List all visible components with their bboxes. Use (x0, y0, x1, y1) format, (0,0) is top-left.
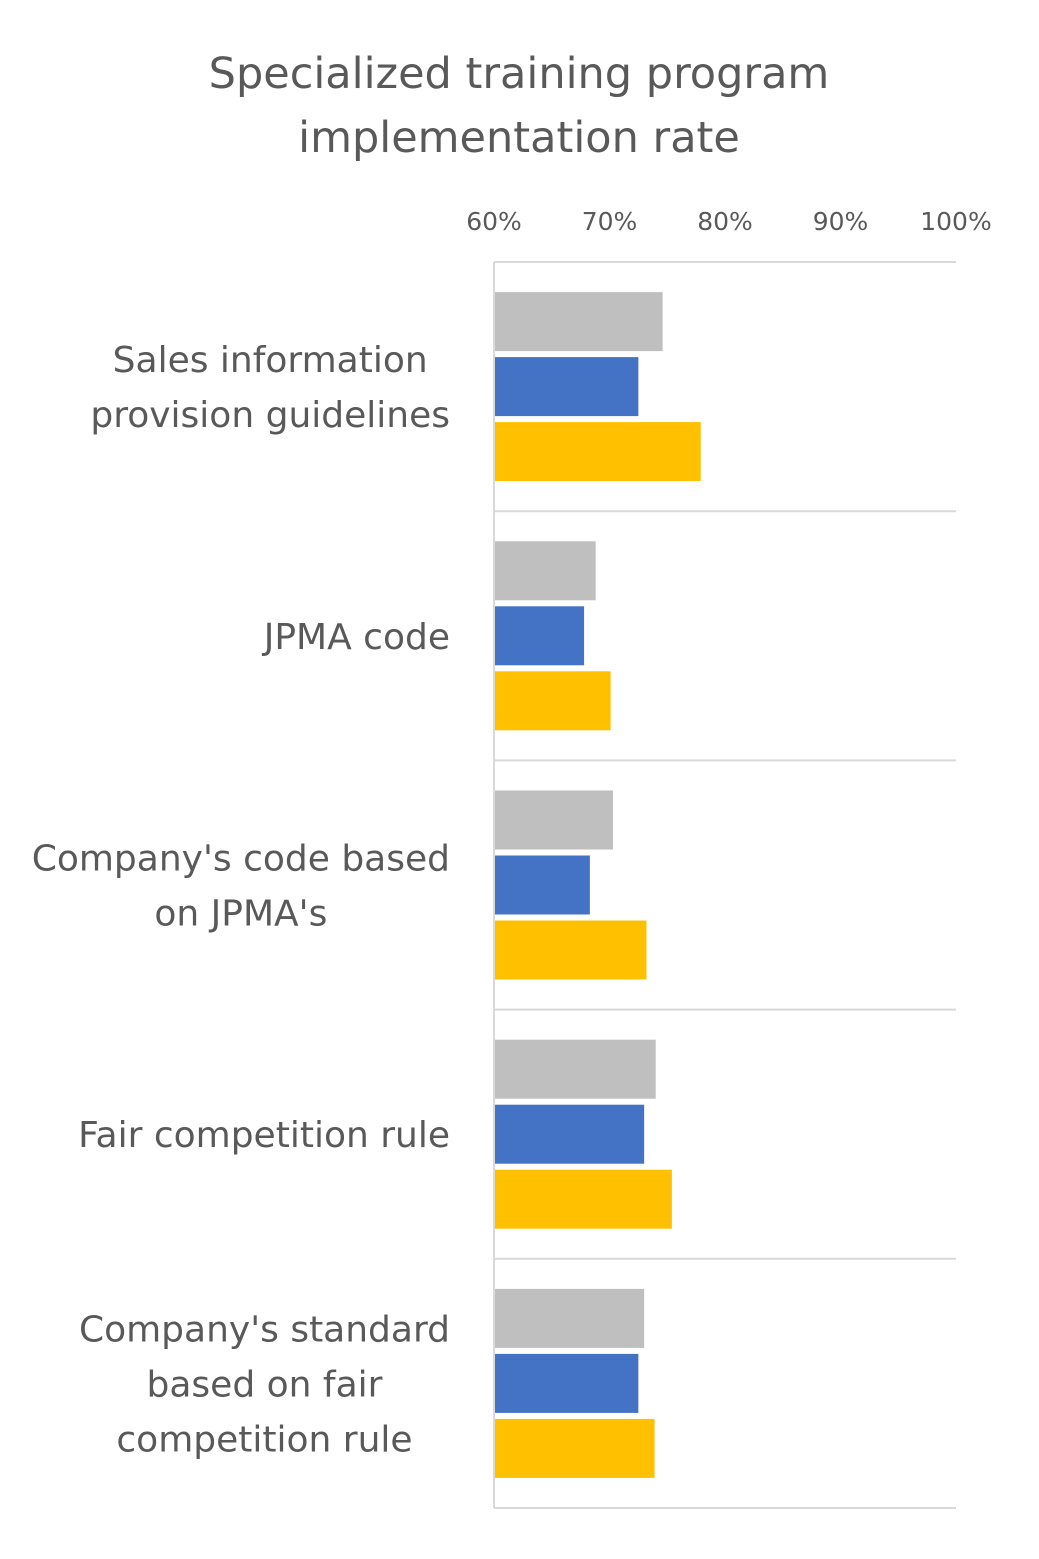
category-label-company-code-based-on-jpma: Company's code based on JPMA's (32, 839, 450, 935)
x-tick-label: 100% (920, 207, 991, 236)
x-tick-label: 80% (697, 207, 753, 236)
bar-series-gray-company-code-based-on-jpma (495, 790, 613, 850)
x-axis-tick-labels: 60% 70% 80% 90% 100% (466, 207, 992, 236)
bars (495, 292, 701, 1478)
category-label-line: provision guidelines (90, 395, 450, 436)
x-tick-label: 90% (813, 207, 869, 236)
category-label-sales-information-provision-guidelines: Sales information provision guidelines (90, 340, 450, 436)
category-label-line: Company's standard (79, 1309, 450, 1350)
bar-series-gray-fair-competition-rule (495, 1039, 656, 1099)
bar-series-yellow-company-code-based-on-jpma (495, 920, 647, 980)
x-tick-label: 60% (466, 207, 522, 236)
bar-series-yellow-fair-competition-rule (495, 1169, 672, 1229)
bar-series-gray-jpma-code (495, 541, 596, 601)
bar-series-blue-company-standard-based-on-fair-competition-rule (495, 1353, 639, 1413)
bar-series-yellow-sales-information-provision-guidelines (495, 422, 701, 482)
category-label-line: on JPMA's (154, 894, 327, 935)
chart-title: Specialized training program implementati… (209, 49, 830, 163)
bar-series-gray-sales-information-provision-guidelines (495, 292, 663, 352)
category-labels: Sales information provision guidelines JPM… (32, 340, 450, 1460)
category-label-line: based on fair (147, 1364, 383, 1405)
bar-series-blue-company-code-based-on-jpma (495, 855, 590, 915)
bar-series-gray-company-standard-based-on-fair-competition-rule (495, 1288, 645, 1348)
category-label-line: Company's code based (32, 839, 450, 880)
chart-title-line: implementation rate (298, 113, 740, 163)
category-label-line: Fair competition rule (78, 1115, 450, 1156)
bar-series-blue-sales-information-provision-guidelines (495, 357, 639, 417)
category-label-company-standard-based-on-fair-competition-rule: Company's standard based on fair competiti… (79, 1309, 450, 1460)
chart-title-line: Specialized training program (209, 49, 830, 99)
x-tick-label: 70% (582, 207, 638, 236)
bar-series-blue-jpma-code (495, 606, 585, 666)
category-label-fair-competition-rule: Fair competition rule (78, 1115, 450, 1156)
category-label-line: JPMA code (262, 617, 450, 658)
bar-series-yellow-jpma-code (495, 671, 611, 731)
category-label-line: competition rule (116, 1419, 412, 1460)
bar-series-yellow-company-standard-based-on-fair-competition-rule (495, 1418, 655, 1478)
category-label-jpma-code: JPMA code (262, 617, 450, 658)
bar-series-blue-fair-competition-rule (495, 1104, 645, 1164)
category-separators (494, 261, 956, 1509)
category-label-line: Sales information (113, 340, 428, 381)
